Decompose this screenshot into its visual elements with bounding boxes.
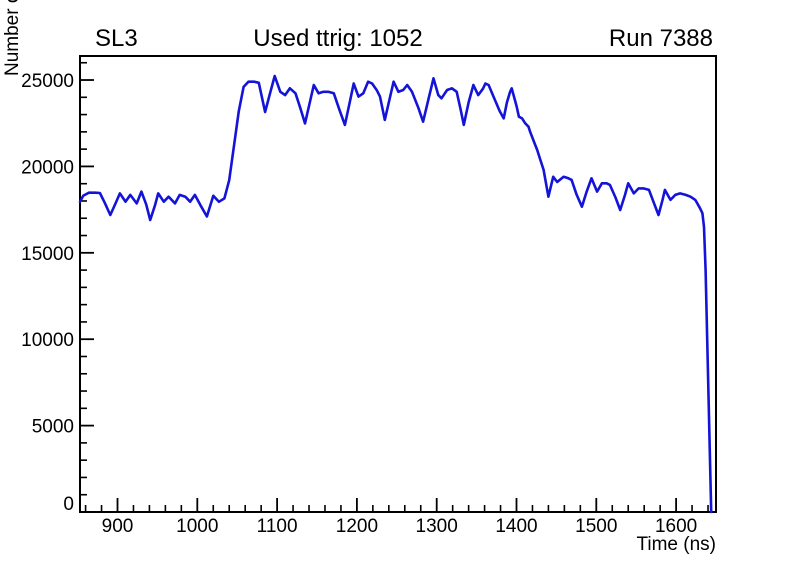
pad-title-left: SL3 — [95, 25, 138, 52]
y-tick-label: 0 — [63, 494, 74, 515]
x-axis-title: Time (ns) — [636, 534, 716, 555]
x-tick-label: 1000 — [176, 516, 218, 537]
y-tick-label: 15000 — [21, 244, 74, 265]
pad-title-right: Run 7388 — [608, 25, 713, 52]
x-tick-label: 1600 — [655, 516, 697, 537]
y-tick-label: 5000 — [32, 417, 74, 438]
x-tick-label: 1100 — [257, 516, 298, 537]
y-tick-label: 25000 — [21, 71, 74, 92]
x-tick-label: 1400 — [495, 516, 537, 537]
x-tick-label: 1200 — [336, 516, 378, 537]
plot-frame — [79, 55, 717, 513]
pad-title-center: Used ttrig: 1052 — [253, 25, 423, 52]
x-tick-label: 900 — [102, 516, 134, 537]
data-line — [78, 74, 713, 514]
x-tick-label: 1500 — [575, 516, 617, 537]
y-tick-label: 10000 — [21, 330, 74, 351]
x-tick-label: 1300 — [416, 516, 458, 537]
y-tick-label: 20000 — [21, 157, 74, 178]
